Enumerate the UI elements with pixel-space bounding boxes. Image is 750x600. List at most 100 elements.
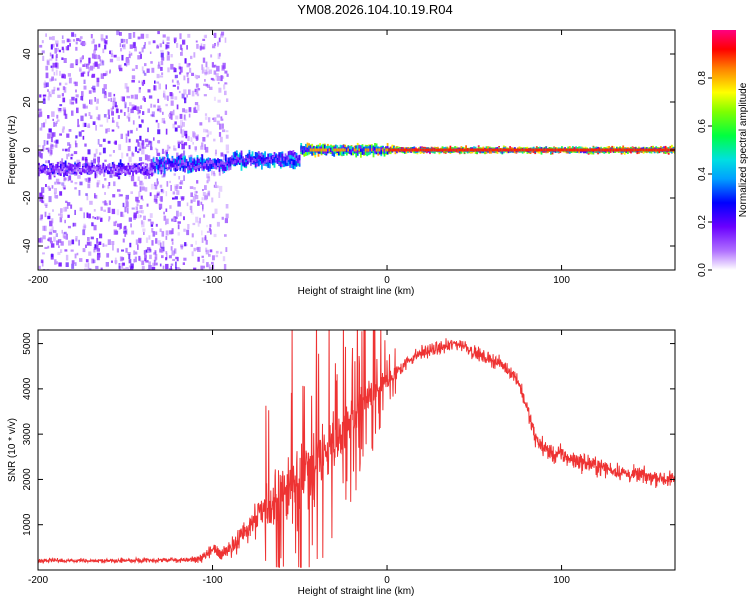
heatmap-cell	[488, 148, 491, 152]
heatmap-cell	[123, 101, 126, 105]
heatmap-cell	[139, 135, 142, 141]
heatmap-cell	[150, 224, 154, 227]
heatmap-cell	[139, 210, 142, 213]
heatmap-cell	[157, 140, 161, 144]
heatmap-cell	[540, 147, 543, 150]
heatmap-cell	[62, 126, 65, 130]
heatmap-cell	[181, 135, 184, 138]
heatmap-cell	[363, 146, 365, 152]
heatmap-cell	[46, 60, 50, 66]
heatmap-cell	[246, 157, 249, 162]
heatmap-cell	[160, 158, 163, 165]
heatmap-cell	[84, 113, 87, 117]
heatmap-cell	[195, 160, 197, 168]
heatmap-cell	[45, 72, 49, 79]
heatmap-cell	[125, 137, 128, 143]
heatmap-cell	[649, 148, 651, 152]
heatmap-cell	[174, 160, 177, 167]
heatmap-cell	[50, 136, 53, 143]
heatmap-cell	[371, 148, 373, 152]
heatmap-cell	[134, 94, 138, 100]
heatmap-cell	[190, 244, 193, 247]
heatmap-cell	[169, 162, 172, 168]
heatmap-cell	[97, 216, 101, 220]
heatmap-cell	[290, 153, 293, 162]
heatmap-cell	[276, 159, 279, 164]
heatmap-cell	[116, 168, 119, 171]
heatmap-cell	[66, 165, 69, 170]
heatmap-cell	[309, 145, 312, 149]
heatmap-cell	[184, 130, 188, 137]
heatmap-cell	[181, 144, 185, 150]
heatmap-cell	[105, 35, 108, 39]
heatmap-cell	[57, 251, 61, 255]
heatmap-cell	[39, 192, 43, 198]
heatmap-cell	[215, 254, 219, 258]
heatmap-cell	[144, 187, 148, 192]
heatmap-cell	[39, 196, 43, 202]
heatmap-cell	[147, 169, 150, 173]
heatmap-cell	[130, 163, 133, 166]
heatmap-cell	[74, 81, 78, 87]
heatmap-cell	[215, 73, 219, 77]
heatmap-cell	[127, 164, 130, 168]
heatmap-cell	[407, 148, 409, 152]
heatmap-cell	[202, 209, 204, 212]
heatmap-cell	[221, 123, 224, 129]
heatmap-cell	[99, 233, 103, 239]
heatmap-cell	[137, 176, 140, 181]
heatmap-cell	[205, 83, 209, 87]
heatmap-cell	[192, 131, 195, 137]
heatmap-cell	[45, 205, 48, 208]
heatmap-cell	[190, 55, 193, 60]
heatmap-cell	[91, 167, 94, 171]
heatmap-cell	[172, 217, 176, 222]
heatmap-cell	[200, 145, 204, 150]
heatmap-cell	[251, 159, 254, 164]
heatmap-cell	[287, 156, 290, 160]
heatmap-cell	[158, 168, 161, 172]
heatmap-cell	[167, 67, 170, 73]
heatmap-cell	[60, 208, 63, 214]
heatmap-cell	[123, 230, 127, 234]
snr-y-tick-label: 3000	[22, 423, 33, 446]
heatmap-cell	[117, 115, 120, 119]
heatmap-cell	[59, 216, 63, 223]
heatmap-cell	[119, 223, 122, 229]
heatmap-cell	[213, 233, 217, 238]
heatmap-cell	[56, 161, 60, 164]
heatmap-cell	[156, 193, 160, 196]
heatmap-cell	[183, 257, 187, 261]
heatmap-cell	[45, 169, 48, 172]
heatmap-cell	[103, 114, 107, 118]
heatmap-cell	[115, 165, 117, 168]
heatmap-cell	[53, 144, 57, 148]
heatmap-cell	[42, 200, 45, 204]
heatmap-cell	[56, 170, 59, 173]
heatmap-cell	[256, 152, 259, 160]
heatmap-cell	[47, 215, 51, 220]
heatmap-cell	[58, 109, 62, 113]
heatmap-cell	[47, 160, 50, 164]
heatmap-cell	[163, 165, 166, 174]
heatmap-cell	[215, 184, 217, 187]
heatmap-cell	[41, 50, 45, 54]
heatmap-cell	[100, 38, 105, 42]
heatmap-cell	[638, 148, 640, 152]
heatmap-cell	[140, 215, 142, 218]
heatmap-cell	[138, 148, 141, 151]
heatmap-cell	[132, 120, 135, 125]
heatmap-cell	[306, 142, 309, 151]
heatmap-cell	[117, 223, 121, 228]
heatmap-cell	[79, 181, 83, 186]
heatmap-cell	[625, 148, 628, 152]
heatmap-cell	[290, 161, 293, 165]
heatmap-cell	[598, 150, 601, 154]
heatmap-cell	[664, 150, 667, 154]
heatmap-cell	[526, 148, 529, 152]
heatmap-cell	[198, 158, 200, 164]
heatmap-cell	[57, 94, 61, 98]
heatmap-cell	[56, 119, 60, 122]
heatmap-cell	[197, 256, 200, 262]
